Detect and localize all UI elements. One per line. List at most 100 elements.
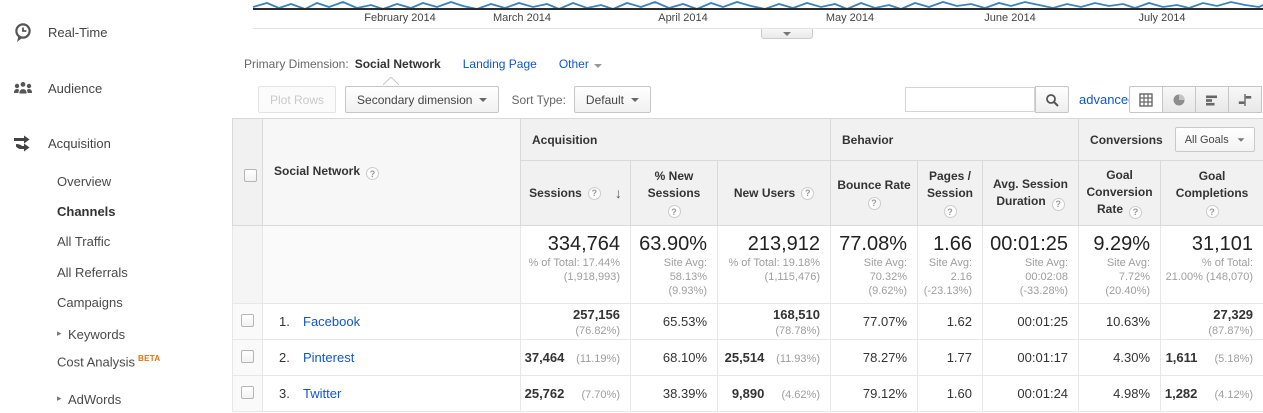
axis-tick-label: February 2014 xyxy=(364,12,436,24)
expand-arrow-icon: ▸ xyxy=(57,328,62,338)
table-row-twitter: 3. Twitter 25,762 (7.70%) 38.39% 9,890 (4… xyxy=(232,375,1263,412)
cell-sessions: 37,464 (11.19%) xyxy=(520,339,631,376)
selected-dimension-notch xyxy=(383,77,399,85)
help-icon[interactable]: ? xyxy=(1205,205,1219,218)
help-icon[interactable]: ? xyxy=(1051,197,1065,211)
group-header-acquisition: Acquisition xyxy=(520,118,831,161)
column-header-sessions[interactable]: Sessions? ↓ xyxy=(520,160,631,226)
summary-sessions: 334,764% of Total: 17.44% (1,918,993) xyxy=(520,225,631,304)
view-switcher xyxy=(1129,86,1262,113)
column-header-pages-session[interactable]: Pages / Session? xyxy=(917,160,983,226)
summary-row: 334,764% of Total: 17.44% (1,918,993) 63.… xyxy=(232,225,1263,304)
cell-goal-completions: 1,282 (4.12%) xyxy=(1160,375,1263,412)
help-icon[interactable]: ? xyxy=(867,196,881,210)
summary-avg-session-duration: 00:01:25 Site Avg: 00:02:08 (-33.28%) xyxy=(981,225,1080,304)
select-all-cell xyxy=(232,118,263,226)
primary-dimension-landing-page[interactable]: Landing Page xyxy=(462,57,537,71)
column-header-new-sessions[interactable]: % New Sessions? xyxy=(630,160,718,226)
column-header-bounce-rate[interactable]: Bounce Rate? xyxy=(830,160,918,226)
plot-rows-button[interactable]: Plot Rows xyxy=(258,86,337,113)
axis-tick-label: July 2014 xyxy=(1138,12,1186,24)
cell-bounce-rate: 79.12% xyxy=(830,375,918,412)
social-network-link[interactable]: Pinterest xyxy=(303,350,355,365)
column-header-avg-session-duration[interactable]: Avg. Session Duration? xyxy=(981,160,1080,226)
axis-tick-label: March 2014 xyxy=(492,12,552,24)
column-header-new-users[interactable]: New Users? xyxy=(717,160,831,226)
column-header-goal-completions[interactable]: Goal Completions? xyxy=(1160,160,1263,226)
summary-bounce-rate: 77.08% Site Avg: 70.32% (9.62%) xyxy=(830,225,918,304)
row-checkbox[interactable] xyxy=(241,385,254,399)
row-number: 2. xyxy=(279,350,290,365)
sort-type-button[interactable]: Default xyxy=(573,86,651,113)
cell-new-users: 168,510 (78.78%) xyxy=(717,303,831,340)
summary-new-users: 213,912% of Total: 19.18% (1,115,476) xyxy=(717,225,831,304)
audience-icon xyxy=(14,81,32,95)
chevron-down-icon xyxy=(593,64,602,68)
help-icon[interactable]: ? xyxy=(801,186,815,200)
cell-goal-completions: 1,611 (5.18%) xyxy=(1160,339,1263,376)
dimension-column-header[interactable]: Social Network? xyxy=(262,118,521,226)
search-input[interactable] xyxy=(905,87,1035,112)
cell-sessions: 25,762 (7.70%) xyxy=(520,375,631,412)
cell-sessions: 257,156 (76.82%) xyxy=(520,303,631,340)
search-icon xyxy=(1046,93,1059,107)
cell-goal-completions: 27,329 (87.87%) xyxy=(1160,303,1263,340)
real-time-icon xyxy=(15,23,31,42)
chevron-down-icon xyxy=(783,31,791,36)
row-checkbox[interactable] xyxy=(241,313,254,327)
row-select-cell xyxy=(232,303,263,340)
summary-blank-cell xyxy=(232,225,263,304)
percentage-view-button[interactable] xyxy=(1162,86,1196,113)
help-icon[interactable]: ? xyxy=(1129,206,1143,219)
chart-collapse-tab[interactable] xyxy=(761,29,813,39)
table-toolbar: Plot Rows Secondary dimension Sort Type:… xyxy=(0,85,1263,115)
axis-tick-label: June 2014 xyxy=(984,12,1036,24)
cell-new-sessions: 38.39% xyxy=(630,375,718,412)
axis-tick-label: May 2014 xyxy=(825,12,875,24)
cell-goal-conversion-rate: 4.98% xyxy=(1078,375,1162,412)
secondary-dimension-button[interactable]: Secondary dimension xyxy=(345,86,500,113)
help-icon[interactable]: ? xyxy=(366,167,380,181)
cell-avg-session-duration: 00:01:17 xyxy=(981,339,1080,376)
primary-dimension-social-network[interactable]: Social Network xyxy=(354,57,441,71)
performance-view-button[interactable] xyxy=(1195,86,1229,113)
row-checkbox[interactable] xyxy=(241,349,254,363)
sessions-sparkline-chart xyxy=(253,1,1263,10)
acquisition-icon xyxy=(14,135,30,152)
search-button[interactable] xyxy=(1035,86,1069,113)
select-all-checkbox[interactable] xyxy=(244,169,257,182)
sort-descending-icon: ↓ xyxy=(614,185,622,201)
help-icon[interactable]: ? xyxy=(587,186,601,200)
help-icon[interactable]: ? xyxy=(943,205,957,218)
summary-goal-completions: 31,101% of Total: 21.00% (148,070) xyxy=(1160,225,1263,304)
primary-dimension-other[interactable]: Other xyxy=(559,57,602,71)
social-network-table: Social Network? Acquisition Behavior Con… xyxy=(232,118,1263,412)
row-select-cell xyxy=(232,375,263,412)
pie-chart-icon xyxy=(1173,93,1185,105)
summary-new-sessions: 63.90% Site Avg: 58.13% (9.93%) xyxy=(630,225,718,304)
advanced-search-link[interactable]: advanced xyxy=(1079,92,1136,107)
table-view-icon xyxy=(1139,92,1153,107)
summary-pages-session: 1.66 Site Avg: 2.16 (-23.13%) xyxy=(917,225,983,304)
group-header-conversions: Conversions All Goals xyxy=(1078,118,1263,161)
row-number: 1. xyxy=(279,314,290,329)
social-network-link[interactable]: Facebook xyxy=(303,314,361,329)
cell-avg-session-duration: 00:01:25 xyxy=(981,303,1080,340)
chevron-down-icon xyxy=(479,97,488,102)
row-number: 3. xyxy=(279,386,290,401)
table-row-pinterest: 2. Pinterest 37,464 (11.19%) 68.10% 25,51… xyxy=(232,339,1263,376)
table-view-button[interactable] xyxy=(1129,86,1163,113)
chevron-down-icon xyxy=(1237,137,1245,142)
cell-bounce-rate: 77.07% xyxy=(830,303,918,340)
comparison-view-button[interactable] xyxy=(1228,86,1262,113)
social-network-link[interactable]: Twitter xyxy=(303,386,342,401)
axis-tick-label: April 2014 xyxy=(658,12,708,24)
chevron-down-icon xyxy=(630,97,639,102)
cell-goal-conversion-rate: 10.63% xyxy=(1078,303,1162,340)
all-goals-dropdown[interactable]: All Goals xyxy=(1174,127,1255,152)
cell-goal-conversion-rate: 4.30% xyxy=(1078,339,1162,376)
summary-goal-conversion-rate: 9.29% Site Avg: 7.72% (20.40%) xyxy=(1078,225,1162,304)
column-header-goal-conversion-rate[interactable]: Goal Conversion Rate? xyxy=(1078,160,1162,226)
cell-pages-session: 1.60 xyxy=(917,375,983,412)
help-icon[interactable]: ? xyxy=(667,205,681,218)
